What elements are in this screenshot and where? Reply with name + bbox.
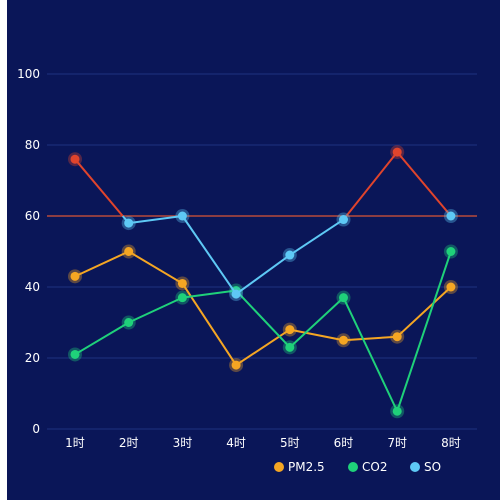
x-tick-label: 5时 xyxy=(280,436,300,450)
series-segment xyxy=(289,328,344,342)
y-tick-label: 40 xyxy=(25,280,40,294)
data-point[interactable] xyxy=(124,318,134,327)
x-tick-label: 2时 xyxy=(119,436,139,450)
series-co2 xyxy=(68,244,458,419)
y-tick-label: 80 xyxy=(25,138,40,152)
series-segment xyxy=(74,250,130,278)
legend-marker xyxy=(348,462,358,472)
chart-container: 0 20 40 60 80 100 1时 2时 3时 4时 5时 6时 7时 8时 PM2.5 CO2 SO xyxy=(7,0,500,500)
data-point[interactable] xyxy=(339,293,348,303)
data-point[interactable] xyxy=(124,218,134,228)
y-tick-label: 20 xyxy=(25,351,40,365)
legend-label: PM2.5 xyxy=(288,460,325,474)
data-point[interactable] xyxy=(70,154,80,164)
data-point[interactable] xyxy=(446,282,456,292)
data-point[interactable] xyxy=(231,360,241,370)
y-tick-label: 100 xyxy=(17,67,40,81)
series-so xyxy=(68,145,458,302)
data-point[interactable] xyxy=(446,247,456,256)
series-segment xyxy=(74,158,124,217)
y-axis: 0 20 40 60 80 100 xyxy=(17,67,40,436)
series-segment xyxy=(74,321,130,356)
series-segment xyxy=(235,254,291,295)
data-point[interactable] xyxy=(177,293,187,303)
legend[interactable]: PM2.5 CO2 SO xyxy=(274,460,441,474)
series-layer xyxy=(68,145,458,419)
series-segment xyxy=(396,251,452,412)
data-point[interactable] xyxy=(177,278,187,288)
series-segment xyxy=(396,151,452,217)
data-point[interactable] xyxy=(446,211,456,221)
data-point[interactable] xyxy=(285,342,295,352)
series-segment xyxy=(342,297,399,412)
data-point[interactable] xyxy=(124,247,134,256)
data-point[interactable] xyxy=(231,289,241,299)
x-tick-label: 6时 xyxy=(334,436,354,450)
data-point[interactable] xyxy=(392,332,402,342)
data-point[interactable] xyxy=(70,271,80,281)
legend-item-pm25[interactable]: PM2.5 xyxy=(274,460,325,474)
data-point[interactable] xyxy=(392,147,402,157)
line-chart: 0 20 40 60 80 100 1时 2时 3时 4时 5时 6时 7时 8时 PM2.5 CO2 SO xyxy=(17,67,477,474)
legend-label: CO2 xyxy=(362,460,387,474)
series-segment xyxy=(345,151,398,217)
legend-marker xyxy=(410,462,420,472)
legend-label: SO xyxy=(424,460,441,474)
series-segment xyxy=(128,250,183,285)
y-tick-label: 0 xyxy=(32,422,40,436)
series-segment xyxy=(343,335,398,342)
series-segment xyxy=(182,289,237,299)
y-tick-label: 60 xyxy=(25,209,40,223)
x-tick-label: 8时 xyxy=(441,436,461,450)
x-axis: 1时 2时 3时 4时 5时 6时 7时 8时 xyxy=(65,436,461,450)
series-pm25 xyxy=(68,244,458,373)
legend-item-so[interactable]: SO xyxy=(410,460,441,474)
x-tick-label: 4时 xyxy=(226,436,246,450)
series-segment xyxy=(396,286,452,338)
x-tick-label: 1时 xyxy=(65,436,85,450)
legend-marker xyxy=(274,462,284,472)
x-tick-label: 3时 xyxy=(173,436,193,450)
series-segment xyxy=(128,215,183,225)
data-point[interactable] xyxy=(339,215,348,225)
data-point[interactable] xyxy=(70,349,80,359)
data-point[interactable] xyxy=(339,335,348,345)
series-segment xyxy=(181,215,237,295)
grid-layer xyxy=(47,73,477,430)
series-segment xyxy=(128,296,183,324)
data-point[interactable] xyxy=(392,406,402,416)
data-point[interactable] xyxy=(285,325,295,335)
series-segment xyxy=(289,296,345,349)
x-tick-label: 7时 xyxy=(387,436,407,450)
legend-item-co2[interactable]: CO2 xyxy=(348,460,387,474)
data-point[interactable] xyxy=(285,250,295,260)
series-segment xyxy=(235,289,291,349)
data-point[interactable] xyxy=(177,211,187,221)
series-segment xyxy=(289,218,345,256)
series-segment xyxy=(235,328,291,366)
